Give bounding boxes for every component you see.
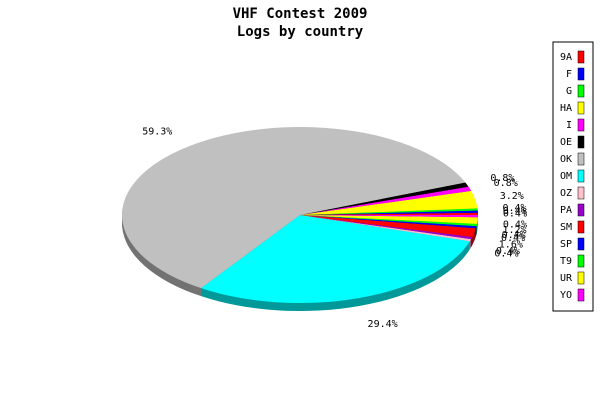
legend-label: G [566, 86, 572, 97]
legend-label: 9A [560, 52, 572, 63]
chart-subtitle: Logs by country [237, 24, 364, 40]
slice [300, 212, 478, 215]
legend-swatch [577, 254, 585, 268]
data-label: 0.4% [494, 249, 518, 260]
data-label: 0.4% [496, 246, 520, 257]
slice [201, 215, 470, 303]
slice [300, 190, 478, 215]
data-label: 0.4% [503, 206, 527, 217]
data-label: 0.4% [501, 233, 525, 244]
legend-label: OM [560, 171, 572, 182]
slice [300, 215, 477, 229]
data-label: 0.8% [490, 173, 514, 184]
legend-label: SM [560, 222, 572, 233]
legend-swatch [577, 101, 585, 115]
legend-label: OK [560, 154, 572, 165]
legend-swatch [577, 271, 585, 285]
data-label: 0.4% [503, 219, 527, 230]
slice [300, 215, 473, 240]
legend-label: SP [560, 239, 572, 250]
slice [300, 210, 478, 215]
data-label: 1.6% [499, 240, 523, 251]
slice [300, 186, 472, 215]
legend-swatch [577, 152, 585, 166]
slice [300, 215, 472, 242]
legend-swatch [577, 169, 585, 183]
legend-label: HA [560, 103, 572, 114]
slice [121, 127, 466, 289]
slice [300, 182, 469, 215]
data-label: 3.2% [500, 191, 524, 202]
legend-swatch [577, 186, 585, 200]
data-label: 0.4% [503, 209, 527, 220]
legend-label: F [566, 69, 572, 80]
data-label: 59.3% [142, 127, 172, 138]
legend-label: OZ [560, 188, 572, 199]
legend-box [552, 41, 594, 312]
slice [300, 215, 478, 224]
legend-swatch [577, 67, 585, 81]
slice [300, 215, 476, 237]
legend-swatch [577, 220, 585, 234]
legend-label: OE [560, 137, 572, 148]
legend-swatch [577, 84, 585, 98]
legend-label: YO [560, 290, 572, 301]
legend-swatch [577, 288, 585, 302]
legend-swatch [577, 237, 585, 251]
chart-title: VHF Contest 2009 [233, 6, 368, 22]
legend-swatch [577, 50, 585, 64]
data-label: 0.4% [502, 230, 526, 241]
legend-swatch [577, 203, 585, 217]
legend-swatch [577, 135, 585, 149]
data-label: 29.4% [368, 319, 398, 330]
legend-label: UR [560, 273, 573, 284]
data-label: 1.2% [503, 225, 527, 236]
slice [300, 215, 478, 218]
data-label: 0.8% [494, 178, 518, 189]
legend-label: I [566, 120, 572, 131]
slice [300, 208, 478, 215]
legend-swatch [577, 118, 585, 132]
data-label: 0.4% [503, 203, 527, 214]
legend-label: T9 [560, 256, 572, 267]
legend-label: PA [560, 205, 572, 216]
slice [300, 215, 478, 227]
